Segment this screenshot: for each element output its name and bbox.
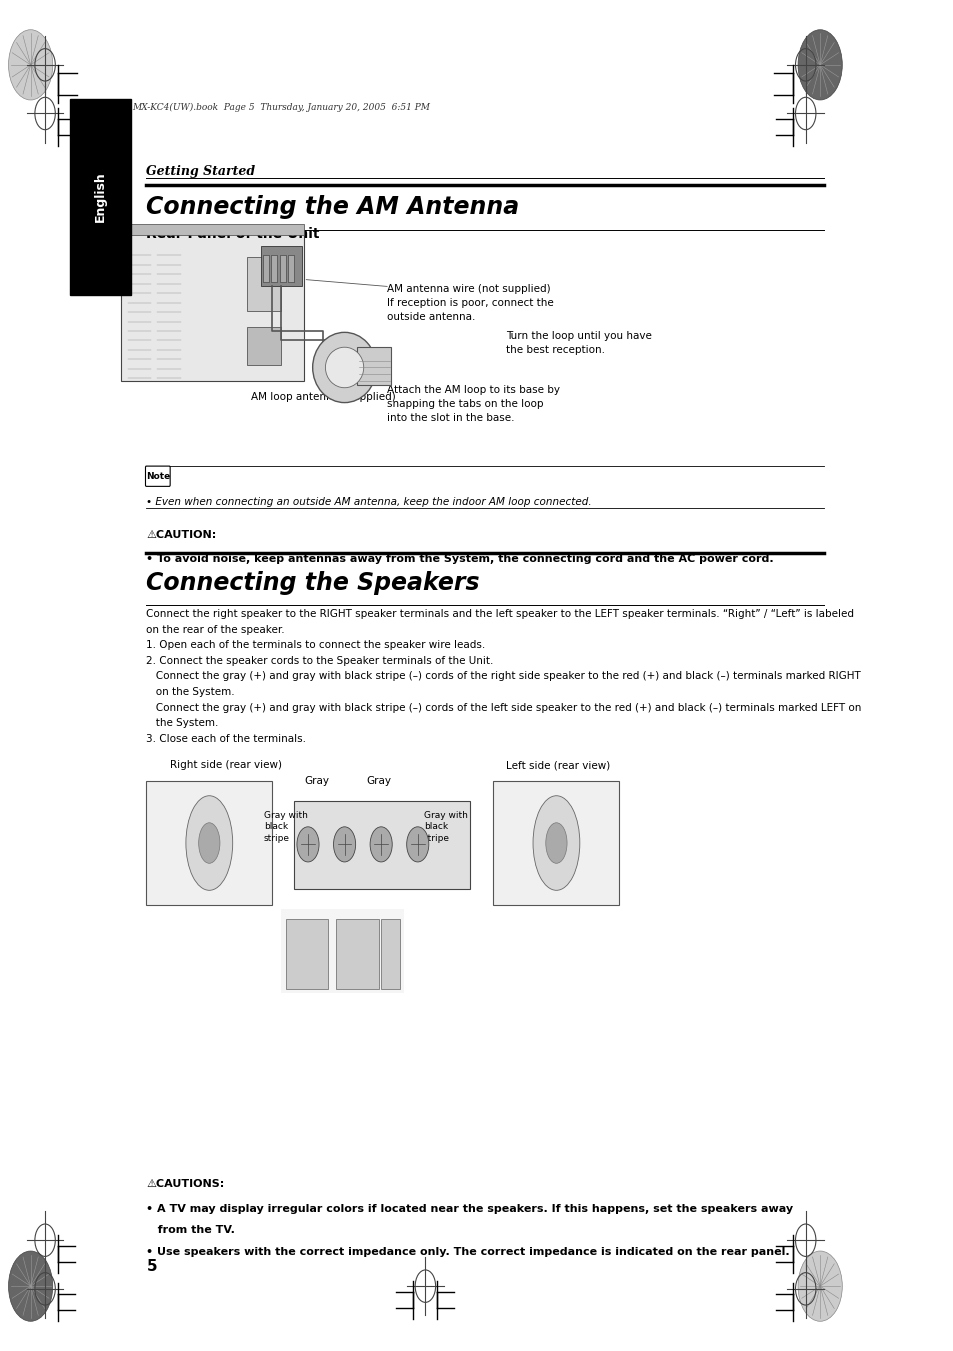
Ellipse shape: [198, 823, 220, 863]
Bar: [263, 255, 269, 282]
Circle shape: [296, 827, 318, 862]
Text: 1. Open each of the terminals to connect the speaker wire leads.: 1. Open each of the terminals to connect…: [146, 640, 485, 650]
Bar: [294, 801, 470, 889]
Text: on the System.: on the System.: [146, 686, 234, 697]
Text: Gray: Gray: [366, 777, 391, 786]
Text: • To avoid noise, keep antennas away from the System, the connecting cord and th: • To avoid noise, keep antennas away fro…: [146, 554, 773, 563]
Text: Connect the right speaker to the RIGHT speaker terminals and the left speaker to: Connect the right speaker to the RIGHT s…: [146, 609, 854, 619]
Bar: [121, 232, 303, 381]
Circle shape: [798, 1251, 841, 1321]
Text: Left side (rear view): Left side (rear view): [506, 761, 610, 770]
Text: Getting Started: Getting Started: [146, 165, 255, 178]
Circle shape: [798, 30, 841, 100]
Text: from the TV.: from the TV.: [146, 1225, 235, 1235]
Text: Gray with
black
stripe: Gray with black stripe: [263, 811, 307, 843]
Bar: [271, 255, 277, 282]
Ellipse shape: [186, 796, 233, 890]
Text: Connect the gray (+) and gray with black stripe (–) cords of the left side speak: Connect the gray (+) and gray with black…: [146, 703, 861, 712]
Circle shape: [9, 30, 52, 100]
Text: ⚠CAUTION:: ⚠CAUTION:: [146, 530, 216, 539]
Circle shape: [9, 1251, 52, 1321]
Bar: [288, 255, 294, 282]
Bar: [280, 909, 404, 993]
Text: Gray with
black
stripe: Gray with black stripe: [423, 811, 467, 843]
Text: the System.: the System.: [146, 719, 218, 728]
Text: Note: Note: [146, 471, 170, 481]
Bar: [279, 255, 286, 282]
Ellipse shape: [325, 347, 363, 388]
Text: 3. Close each of the terminals.: 3. Close each of the terminals.: [146, 734, 306, 743]
Text: on the rear of the speaker.: on the rear of the speaker.: [146, 624, 285, 635]
Bar: [247, 327, 280, 365]
Bar: [146, 781, 272, 905]
Bar: [286, 919, 328, 989]
Ellipse shape: [533, 796, 579, 890]
Circle shape: [370, 827, 392, 862]
Circle shape: [406, 827, 428, 862]
Text: Gray: Gray: [304, 777, 329, 786]
Bar: [70, 99, 131, 295]
Text: 5: 5: [146, 1259, 157, 1274]
Bar: [247, 257, 280, 311]
Bar: [493, 781, 618, 905]
FancyBboxPatch shape: [146, 466, 170, 486]
Text: Connecting the Speakers: Connecting the Speakers: [146, 571, 479, 596]
Text: AM loop antenna (Supplied): AM loop antenna (Supplied): [251, 392, 395, 401]
Bar: [121, 224, 303, 235]
Text: Connect the gray (+) and gray with black stripe (–) cords of the right side spea: Connect the gray (+) and gray with black…: [146, 671, 861, 681]
Text: Rear Panel of the Unit: Rear Panel of the Unit: [146, 227, 319, 240]
Ellipse shape: [545, 823, 566, 863]
Text: • Even when connecting an outside AM antenna, keep the indoor AM loop connected.: • Even when connecting an outside AM ant…: [146, 497, 592, 507]
Bar: [335, 919, 378, 989]
Text: • A TV may display irregular colors if located near the speakers. If this happen: • A TV may display irregular colors if l…: [146, 1204, 793, 1213]
Text: 2. Connect the speaker cords to the Speaker terminals of the Unit.: 2. Connect the speaker cords to the Spea…: [146, 657, 494, 666]
Circle shape: [334, 827, 355, 862]
Text: AM antenna wire (not supplied)
If reception is poor, connect the
outside antenna: AM antenna wire (not supplied) If recept…: [387, 284, 554, 322]
Text: English: English: [93, 172, 107, 222]
Bar: [381, 919, 399, 989]
Ellipse shape: [313, 332, 376, 403]
Text: Connecting the AM Antenna: Connecting the AM Antenna: [146, 195, 519, 219]
Bar: [261, 246, 302, 286]
Text: ⚠CAUTIONS:: ⚠CAUTIONS:: [146, 1179, 224, 1189]
Bar: [357, 347, 391, 385]
Text: Turn the loop until you have
the best reception.: Turn the loop until you have the best re…: [506, 331, 652, 355]
Text: • Use speakers with the correct impedance only. The correct impedance is indicat: • Use speakers with the correct impedanc…: [146, 1247, 789, 1256]
Text: MX-KC4(UW).book  Page 5  Thursday, January 20, 2005  6:51 PM: MX-KC4(UW).book Page 5 Thursday, January…: [132, 103, 430, 112]
Text: Attach the AM loop to its base by
snapping the tabs on the loop
into the slot in: Attach the AM loop to its base by snappi…: [387, 385, 559, 423]
Text: Right side (rear view): Right side (rear view): [170, 761, 282, 770]
